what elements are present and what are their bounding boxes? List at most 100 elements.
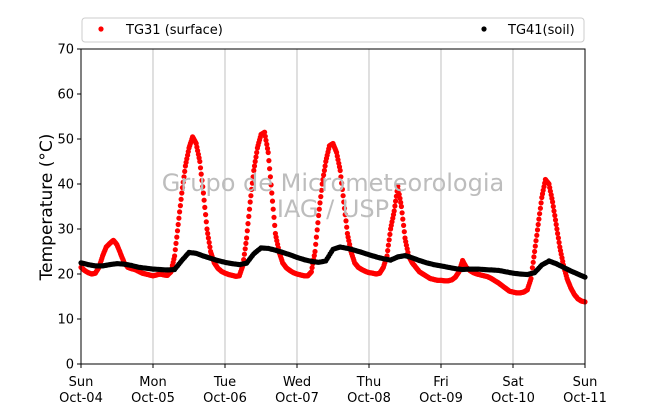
point-0-34-3 <box>203 212 209 218</box>
point-0-51-3 <box>264 141 270 147</box>
point-0-34-4 <box>203 219 209 225</box>
point-0-65-4 <box>315 220 321 226</box>
point-0-88-1 <box>395 187 402 193</box>
point-0-28-3 <box>181 174 187 180</box>
point-0-132-1 <box>554 226 560 232</box>
point-0-131-3 <box>552 212 558 219</box>
point-0-72-4 <box>340 193 346 199</box>
point-0-131 <box>550 199 556 205</box>
point-0-45-3 <box>242 246 248 252</box>
point-0-64 <box>308 269 314 275</box>
point-0-132-3 <box>555 235 562 241</box>
point-0-47-1 <box>248 193 254 199</box>
x-tick-day-4: Thu <box>356 375 381 390</box>
point-0-52-2 <box>267 166 273 172</box>
point-0-73-4 <box>344 224 350 230</box>
point-0-28-4 <box>182 168 188 174</box>
point-0-131-1 <box>550 203 556 210</box>
point-0-88 <box>395 183 401 189</box>
y-tick-label-4: 40 <box>57 178 74 193</box>
y-tick-label-7: 70 <box>57 43 74 58</box>
point-0-67-1 <box>320 176 326 183</box>
point-0-35 <box>204 226 210 232</box>
point-0-26-4 <box>174 228 181 234</box>
x-tick-date-3: Oct-07 <box>275 391 319 406</box>
point-0-89-1 <box>399 210 405 216</box>
point-0-131-4 <box>552 217 559 223</box>
x-tick-day-5: Fri <box>433 375 449 390</box>
point-0-73-1 <box>341 205 348 211</box>
point-0-73 <box>341 199 347 205</box>
point-0-52-3 <box>267 174 273 180</box>
point-0-89-3 <box>401 222 407 228</box>
point-0-53 <box>269 190 275 196</box>
point-0-89 <box>398 203 404 210</box>
point-0-46-4 <box>246 206 253 212</box>
point-0-64-1 <box>309 265 315 271</box>
legend-label-soil: TG41(soil) <box>507 23 575 38</box>
point-0-67-2 <box>321 172 327 178</box>
point-0-46 <box>244 235 250 241</box>
point-0-126-3 <box>534 232 540 238</box>
point-0-89-4 <box>401 229 407 235</box>
point-0-33-4 <box>200 184 206 190</box>
watermark: Grupo de Micrometeorologia IAG / USP <box>162 169 504 223</box>
point-0-35-3 <box>206 239 212 246</box>
point-0-27 <box>175 221 181 228</box>
point-0-51-4 <box>264 145 271 152</box>
x-tick-date-2: Oct-06 <box>203 391 247 406</box>
point-0-67 <box>319 181 325 187</box>
point-0-89-2 <box>400 216 406 222</box>
point-0-127-1 <box>536 216 542 222</box>
point-0-27-3 <box>177 203 183 209</box>
point-0-48 <box>251 167 257 174</box>
point-0-33-2 <box>198 171 204 177</box>
point-0-127-2 <box>537 211 543 217</box>
point-0-26-3 <box>174 234 180 240</box>
point-0-26-1 <box>172 247 178 253</box>
point-0-48-3 <box>253 154 259 160</box>
point-0-47-2 <box>249 186 255 192</box>
point-0-45-4 <box>243 240 249 246</box>
x-axis: SunOct-04MonOct-05TueOct-06WedOct-07ThuO… <box>59 364 607 406</box>
point-0-87-1 <box>392 203 398 209</box>
watermark-line-1: Grupo de Micrometeorologia <box>162 169 504 197</box>
point-0-47-4 <box>250 174 256 180</box>
x-tick-date-4: Oct-08 <box>347 391 391 406</box>
point-0-47-3 <box>249 180 255 186</box>
point-0-72-3 <box>339 186 345 192</box>
point-0-66-3 <box>318 194 324 200</box>
point-0-73-3 <box>343 218 349 224</box>
point-0-67-3 <box>321 167 327 174</box>
x-tick-day-1: Mon <box>139 375 166 390</box>
point-0-65-2 <box>313 234 319 240</box>
point-0-48-4 <box>254 149 260 156</box>
point-0-27-4 <box>178 196 184 202</box>
y-tick-label-1: 10 <box>57 313 74 328</box>
series-1 <box>78 244 588 280</box>
point-0-26 <box>172 253 178 259</box>
x-tick-date-7: Oct-11 <box>563 391 607 406</box>
watermark-line-2: IAG / USP <box>277 195 389 223</box>
point-0-72-1 <box>338 174 344 180</box>
point-0-65-1 <box>313 241 319 247</box>
point-0-127-4 <box>538 200 544 206</box>
y-tick-label-0: 0 <box>66 358 74 373</box>
point-0-46-3 <box>246 213 252 219</box>
point-0-46-1 <box>244 228 250 234</box>
point-0-127 <box>535 221 541 228</box>
point-0-51-1 <box>262 133 268 139</box>
x-tick-day-3: Wed <box>283 375 311 390</box>
point-0-65-3 <box>314 227 320 233</box>
point-0-132-2 <box>555 230 561 237</box>
point-0-125 <box>528 275 534 282</box>
point-0-88-3 <box>397 195 403 201</box>
y-tick-label-3: 30 <box>57 223 74 238</box>
legend-marker-soil <box>481 26 487 32</box>
point-0-66-1 <box>316 206 322 212</box>
point-0-85-1 <box>385 248 391 254</box>
point-0-34 <box>200 190 206 196</box>
point-0-87-2 <box>393 198 399 204</box>
legend-label-surface: TG31 (surface) <box>125 23 223 38</box>
series-0 <box>78 129 588 305</box>
